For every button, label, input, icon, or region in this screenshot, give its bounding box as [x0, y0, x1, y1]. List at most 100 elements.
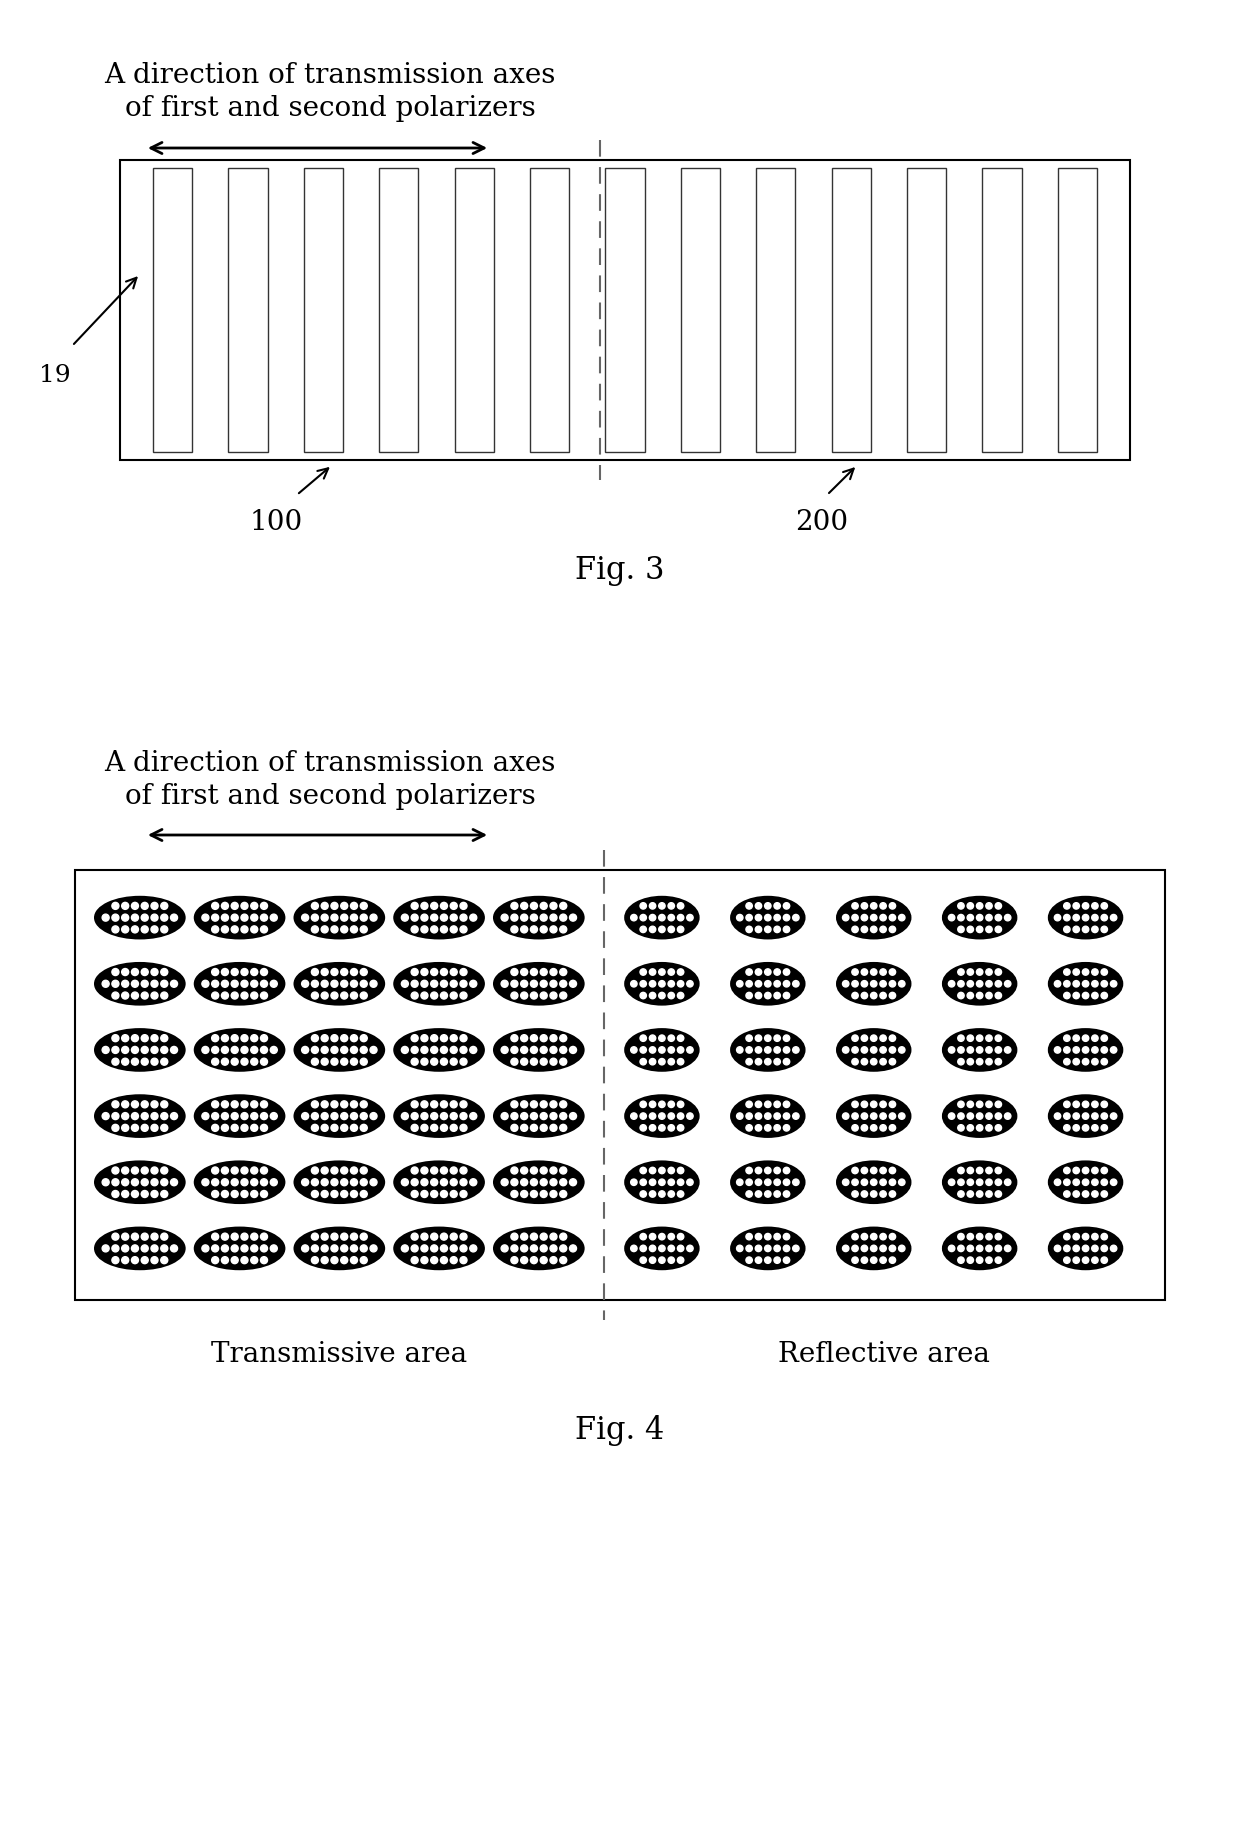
Circle shape [677, 1246, 683, 1251]
Circle shape [1064, 968, 1070, 976]
Circle shape [880, 1035, 887, 1042]
Circle shape [746, 992, 753, 998]
Circle shape [331, 915, 339, 920]
Circle shape [852, 1112, 858, 1120]
Ellipse shape [94, 1161, 185, 1203]
Circle shape [842, 1112, 849, 1120]
Circle shape [511, 992, 518, 1000]
Circle shape [351, 979, 357, 987]
Circle shape [1091, 1035, 1099, 1042]
Circle shape [321, 1233, 329, 1240]
Circle shape [222, 926, 228, 933]
Circle shape [1101, 1257, 1107, 1264]
Circle shape [889, 1168, 895, 1173]
Circle shape [331, 992, 339, 1000]
Circle shape [889, 1257, 895, 1264]
Circle shape [784, 915, 790, 920]
Circle shape [1064, 1035, 1070, 1042]
Circle shape [420, 1233, 428, 1240]
Circle shape [531, 1112, 537, 1120]
Circle shape [996, 1179, 1002, 1185]
Circle shape [460, 926, 467, 933]
Ellipse shape [94, 1096, 185, 1137]
Circle shape [640, 1190, 646, 1198]
Circle shape [521, 926, 528, 933]
Circle shape [212, 1124, 218, 1131]
Circle shape [250, 1257, 258, 1264]
Circle shape [541, 968, 547, 976]
Circle shape [559, 1046, 567, 1053]
Ellipse shape [730, 1029, 805, 1072]
Circle shape [967, 902, 973, 909]
Circle shape [202, 1179, 208, 1186]
Circle shape [212, 968, 218, 976]
Circle shape [569, 915, 577, 920]
Ellipse shape [837, 963, 910, 1005]
Circle shape [212, 992, 218, 1000]
Circle shape [862, 902, 868, 909]
Circle shape [658, 1246, 665, 1251]
Text: 200: 200 [795, 510, 848, 536]
Circle shape [521, 1166, 528, 1173]
Circle shape [531, 992, 537, 1000]
Circle shape [171, 915, 177, 920]
Circle shape [412, 902, 418, 909]
Circle shape [131, 1179, 139, 1186]
Circle shape [957, 1059, 965, 1064]
Circle shape [301, 915, 309, 920]
Circle shape [996, 1101, 1002, 1107]
Circle shape [231, 979, 238, 987]
Circle shape [551, 1179, 557, 1186]
Circle shape [559, 1166, 567, 1173]
Circle shape [677, 1112, 683, 1120]
Circle shape [112, 1112, 119, 1120]
Ellipse shape [195, 1029, 284, 1072]
Circle shape [957, 968, 965, 976]
Circle shape [511, 1179, 518, 1186]
Circle shape [976, 1046, 983, 1053]
Circle shape [541, 1166, 547, 1173]
Circle shape [880, 1179, 887, 1185]
Circle shape [102, 1246, 109, 1251]
Circle shape [1083, 1059, 1089, 1064]
Circle shape [1091, 1233, 1099, 1240]
Circle shape [241, 1179, 248, 1186]
Circle shape [440, 902, 448, 909]
Ellipse shape [837, 1096, 910, 1137]
Circle shape [541, 992, 547, 1000]
Circle shape [241, 1035, 248, 1042]
Circle shape [250, 1246, 258, 1251]
Circle shape [640, 915, 646, 920]
Circle shape [1083, 1168, 1089, 1173]
Circle shape [1091, 1101, 1099, 1107]
Circle shape [331, 926, 339, 933]
Circle shape [321, 1166, 329, 1173]
Circle shape [986, 981, 992, 987]
Circle shape [321, 992, 329, 1000]
Circle shape [241, 1166, 248, 1173]
Circle shape [746, 1233, 753, 1240]
Circle shape [161, 1101, 167, 1107]
Circle shape [1064, 1179, 1070, 1185]
Circle shape [862, 981, 868, 987]
Circle shape [559, 992, 567, 1000]
Circle shape [551, 1257, 557, 1264]
Circle shape [1073, 902, 1079, 909]
Circle shape [222, 968, 228, 976]
Circle shape [737, 1246, 743, 1251]
Circle shape [996, 1190, 1002, 1198]
Circle shape [852, 1168, 858, 1173]
Circle shape [1083, 968, 1089, 976]
Circle shape [889, 1035, 895, 1042]
Circle shape [640, 1257, 646, 1264]
Circle shape [784, 1101, 790, 1107]
Circle shape [231, 1101, 238, 1107]
Circle shape [765, 902, 771, 909]
Circle shape [755, 992, 761, 998]
Circle shape [270, 1046, 278, 1053]
Circle shape [102, 1046, 109, 1053]
Circle shape [889, 1059, 895, 1064]
Circle shape [957, 1046, 965, 1053]
Circle shape [521, 1257, 528, 1264]
Circle shape [141, 926, 149, 933]
